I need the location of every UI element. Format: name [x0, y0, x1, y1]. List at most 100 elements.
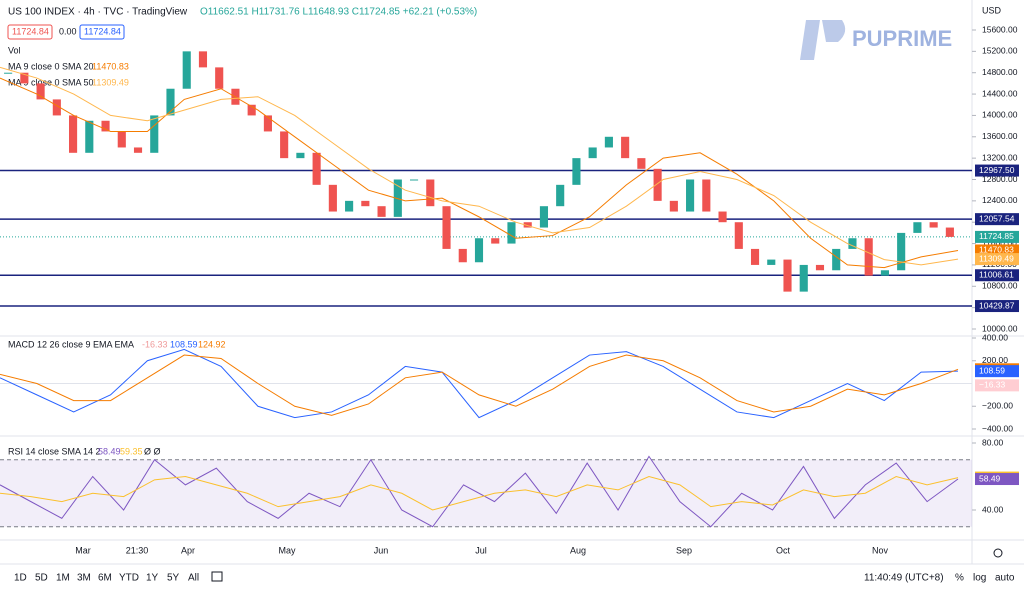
candle [815, 264, 825, 271]
level-tag [975, 300, 1019, 313]
vol-label: Vol [8, 45, 21, 55]
range-button[interactable]: 1D [14, 573, 27, 584]
price-tag-label: 58.49 [979, 473, 1001, 483]
candle [539, 206, 549, 228]
candle [799, 264, 808, 292]
price-tag-label: 11470.83 [979, 245, 1014, 255]
date-range-icon[interactable] [211, 571, 223, 582]
level-tag-label: 10429.87 [979, 300, 1015, 310]
candle [280, 131, 289, 159]
range-button[interactable]: 1M [56, 573, 70, 584]
range-button[interactable]: 3M [77, 573, 91, 584]
candle [4, 72, 13, 74]
rsi-sma-line [0, 475, 959, 511]
price-tag [975, 365, 1019, 378]
y-tick-label: 400.00 [982, 332, 1008, 342]
candle [637, 158, 646, 169]
auto-toggle[interactable]: auto [995, 573, 1015, 584]
candle [783, 259, 792, 292]
candle [750, 248, 760, 265]
macd-line [0, 348, 959, 419]
candle [686, 179, 695, 212]
candle [263, 115, 272, 132]
settings-icon[interactable] [993, 548, 1003, 558]
candle [718, 211, 727, 223]
x-tick-label: Mar [75, 545, 91, 555]
ohlc: O11662.51 H11731.76 L11648.93 C11724.85 … [200, 7, 477, 18]
candle [377, 206, 386, 217]
candle [880, 270, 889, 276]
sell-price[interactable]: 11724.84 [12, 26, 49, 36]
candle [588, 147, 597, 159]
buy-box[interactable] [79, 24, 125, 40]
y-tick-label: 13600.00 [982, 131, 1018, 141]
candle [653, 168, 662, 201]
watermark: PUPRIME [852, 26, 952, 51]
candle [215, 67, 224, 89]
price-tag-label: 11309.49 [979, 253, 1014, 263]
candle [491, 238, 500, 244]
candle [604, 136, 613, 148]
candle [945, 227, 954, 237]
level-tag-label: 12057.54 [979, 213, 1015, 223]
y-tick-label: 10000.00 [982, 323, 1018, 333]
candle [621, 136, 630, 159]
x-tick-label: Jul [475, 545, 487, 555]
x-tick-label: May [278, 545, 296, 555]
price-tag [975, 230, 1019, 243]
x-tick-label: Aug [570, 545, 586, 555]
candle [929, 222, 938, 228]
y-tick-label: 15600.00 [982, 24, 1018, 34]
candle [702, 179, 711, 212]
y-tick-label: 15200.00 [982, 46, 1018, 56]
log-toggle[interactable]: log [973, 573, 986, 584]
candle [20, 72, 29, 84]
candle [117, 131, 126, 148]
range-button[interactable]: 5Y [167, 573, 180, 584]
candle [361, 200, 370, 207]
candle [296, 152, 305, 159]
macd-signal-value: 124.92 [198, 339, 226, 349]
range-button[interactable]: YTD [119, 573, 139, 584]
signal-line [0, 354, 959, 416]
clock: 11:40:49 (UTC+8) [864, 573, 944, 584]
range-button[interactable]: 6M [98, 573, 112, 584]
range-button[interactable]: 5D [35, 573, 48, 584]
candle [85, 120, 94, 153]
candle [133, 147, 143, 153]
candle [247, 104, 256, 116]
macd-label: MACD 12 26 close 9 EMA EMA [8, 339, 134, 349]
x-tick-label: 21:30 [126, 545, 149, 555]
price-tag-label: 11724.85 [979, 231, 1014, 241]
range-button[interactable]: 1Y [146, 573, 159, 584]
candle [101, 120, 110, 132]
title: US 100 INDEX · 4h · TVC · TradingView [8, 7, 188, 18]
price-tag [975, 473, 1019, 486]
price-tag-label: 108.59 [979, 365, 1005, 375]
candle [166, 88, 175, 116]
candle [198, 51, 208, 68]
candle [328, 184, 337, 212]
candle [150, 115, 159, 153]
ma20-value: 11470.83 [92, 61, 129, 71]
level-tag-label: 12967.50 [979, 165, 1015, 175]
candle [69, 115, 78, 153]
currency[interactable]: USD [982, 5, 1002, 15]
sell-box[interactable] [7, 24, 53, 40]
level-tag [975, 213, 1019, 226]
range-button[interactable]: All [188, 573, 199, 584]
level-tag [975, 164, 1019, 177]
percent-toggle[interactable]: % [955, 573, 964, 584]
rsi-sma-value: 59.35 [120, 446, 143, 456]
y-tick-label: 10800.00 [982, 281, 1018, 291]
y-tick-label: 14000.00 [982, 110, 1018, 120]
ma20-label: MA 9 close 0 SMA 20 [8, 61, 94, 71]
y-tick-label: 14400.00 [982, 88, 1018, 98]
candle [864, 238, 873, 276]
buy-price[interactable]: 11724.84 [84, 26, 121, 36]
macd-value: 108.59 [170, 339, 198, 349]
ma50-value: 11309.49 [92, 77, 129, 87]
watermark-logo [800, 20, 846, 60]
level-tag-label: 11006.61 [979, 270, 1014, 280]
x-tick-label: Jun [374, 545, 389, 555]
